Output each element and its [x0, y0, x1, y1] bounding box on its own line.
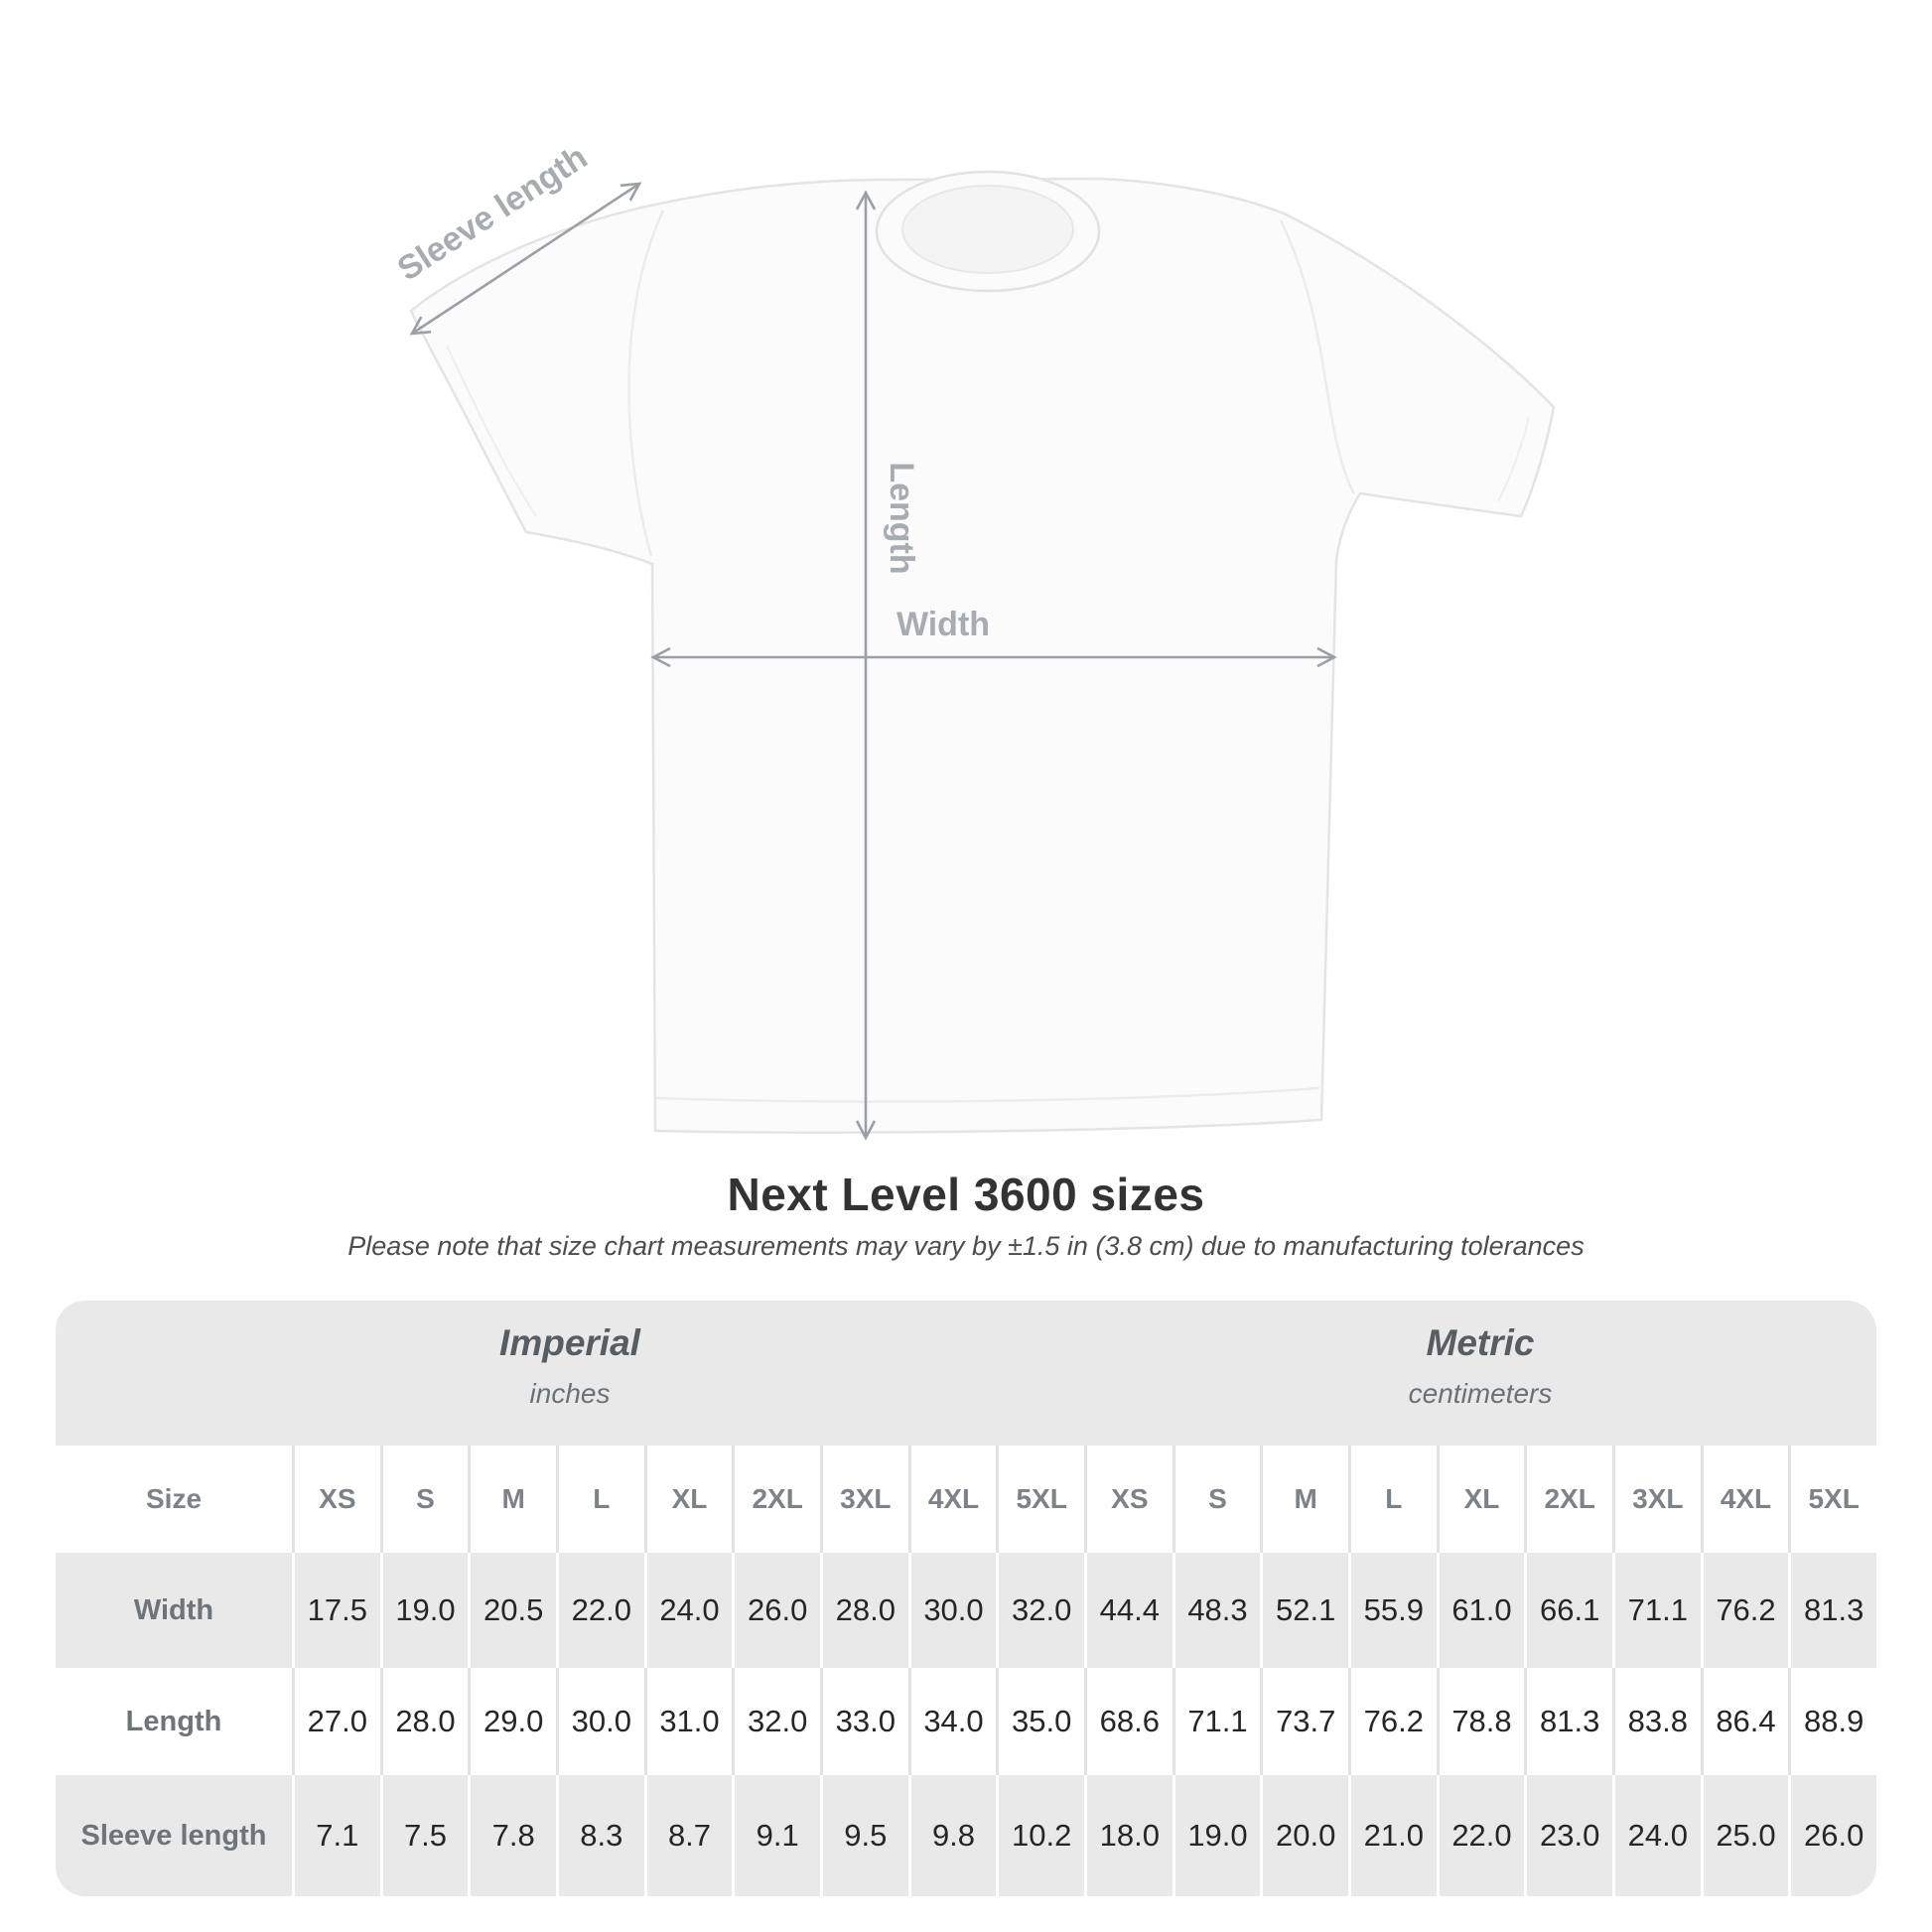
width-label: Width: [897, 606, 990, 643]
width-value: 61.0: [1439, 1553, 1525, 1668]
width-row: Width 17.5 19.0 20.5 22.0 24.0 26.0 28.0…: [56, 1553, 1876, 1668]
row-label-width: Width: [56, 1553, 292, 1668]
size-col: XL: [646, 1446, 733, 1553]
width-value: 20.5: [471, 1553, 556, 1668]
length-value: 88.9: [1791, 1668, 1876, 1775]
sleeve-value: 8.7: [646, 1775, 733, 1896]
width-value: 24.0: [646, 1553, 733, 1668]
width-value: 19.0: [382, 1553, 469, 1668]
length-value: 76.2: [1350, 1668, 1437, 1775]
length-value: 30.0: [558, 1668, 644, 1775]
width-value: 52.1: [1263, 1553, 1348, 1668]
size-col: 2XL: [735, 1446, 820, 1553]
width-value: 44.4: [1086, 1553, 1173, 1668]
size-col: S: [1174, 1446, 1261, 1553]
sleeve-value: 21.0: [1350, 1775, 1437, 1896]
width-value: 26.0: [735, 1553, 820, 1668]
size-col: L: [558, 1446, 644, 1553]
size-header-row: Size XS S M L XL 2XL 3XL 4XL 5XL XS S M …: [56, 1446, 1876, 1553]
size-column-header: Size: [56, 1446, 292, 1553]
sleeve-value: 9.1: [735, 1775, 820, 1896]
length-value: 29.0: [471, 1668, 556, 1775]
metric-label: Metric: [1426, 1322, 1535, 1363]
length-value: 27.0: [295, 1668, 380, 1775]
sleeve-value: 18.0: [1086, 1775, 1173, 1896]
size-col: 4XL: [1703, 1446, 1789, 1553]
length-value: 71.1: [1174, 1668, 1261, 1775]
size-col: XL: [1439, 1446, 1525, 1553]
size-col: XS: [1086, 1446, 1173, 1553]
length-label: Length: [883, 462, 920, 574]
size-col: M: [471, 1446, 556, 1553]
width-value: 32.0: [999, 1553, 1084, 1668]
metric-sublabel: centimeters: [1408, 1378, 1553, 1409]
size-col: M: [1263, 1446, 1348, 1553]
sleeve-value: 20.0: [1263, 1775, 1348, 1896]
page-title: Next Level 3600 sizes: [727, 1169, 1205, 1220]
length-value: 35.0: [999, 1668, 1084, 1775]
length-value: 33.0: [822, 1668, 908, 1775]
sleeve-value: 26.0: [1791, 1775, 1876, 1896]
size-col: XS: [295, 1446, 380, 1553]
imperial-group-header: Imperial inches: [499, 1322, 640, 1410]
size-table: Imperial inches Metric centimeters Size …: [56, 1301, 1876, 1896]
length-value: 31.0: [646, 1668, 733, 1775]
length-value: 81.3: [1527, 1668, 1612, 1775]
width-value: 55.9: [1350, 1553, 1437, 1668]
size-col: S: [382, 1446, 469, 1553]
length-value: 68.6: [1086, 1668, 1173, 1775]
sleeve-value: 7.5: [382, 1775, 469, 1896]
sleeve-value: 25.0: [1703, 1775, 1789, 1896]
sleeve-value: 7.1: [295, 1775, 380, 1896]
sleeve-length-arrow: [409, 182, 642, 336]
width-value: 76.2: [1703, 1553, 1789, 1668]
imperial-sublabel: inches: [529, 1378, 611, 1409]
tshirt-illustration: [409, 170, 1556, 1134]
size-col: 2XL: [1527, 1446, 1612, 1553]
length-row: Length 27.0 28.0 29.0 30.0 31.0 32.0 33.…: [56, 1668, 1876, 1775]
width-value: 22.0: [558, 1553, 644, 1668]
size-col: 5XL: [1791, 1446, 1876, 1553]
size-col: 3XL: [1614, 1446, 1701, 1553]
length-value: 78.8: [1439, 1668, 1525, 1775]
size-col: 5XL: [999, 1446, 1084, 1553]
size-col: L: [1350, 1446, 1437, 1553]
sleeve-value: 24.0: [1614, 1775, 1701, 1896]
width-value: 28.0: [822, 1553, 908, 1668]
metric-group-header: Metric centimeters: [1409, 1322, 1553, 1410]
sleeve-value: 10.2: [999, 1775, 1084, 1896]
imperial-label: Imperial: [499, 1322, 640, 1363]
length-value: 34.0: [910, 1668, 997, 1775]
width-value: 48.3: [1174, 1553, 1261, 1668]
length-value: 28.0: [382, 1668, 469, 1775]
size-col: 3XL: [822, 1446, 908, 1553]
sleeve-value: 23.0: [1527, 1775, 1612, 1896]
length-value: 73.7: [1263, 1668, 1348, 1775]
sleeve-value: 9.5: [822, 1775, 908, 1896]
sleeve-value: 22.0: [1439, 1775, 1525, 1896]
sleeve-value: 8.3: [558, 1775, 644, 1896]
row-label-length: Length: [56, 1668, 292, 1775]
row-label-sleeve-length: Sleeve length: [56, 1775, 292, 1896]
tolerance-note: Please note that size chart measurements…: [347, 1231, 1585, 1261]
sleeve-value: 7.8: [471, 1775, 556, 1896]
sleeve-length-row: Sleeve length 7.1 7.5 7.8 8.3 8.7 9.1 9.…: [56, 1775, 1876, 1896]
width-value: 30.0: [910, 1553, 997, 1668]
size-col: 4XL: [910, 1446, 997, 1553]
sleeve-value: 9.8: [910, 1775, 997, 1896]
width-value: 81.3: [1791, 1553, 1876, 1668]
sleeve-value: 19.0: [1174, 1775, 1261, 1896]
width-value: 17.5: [295, 1553, 380, 1668]
length-value: 83.8: [1614, 1668, 1701, 1775]
width-value: 71.1: [1614, 1553, 1701, 1668]
unit-header-band: Imperial inches Metric centimeters: [56, 1301, 1876, 1446]
length-value: 32.0: [735, 1668, 820, 1775]
length-value: 86.4: [1703, 1668, 1789, 1775]
width-value: 66.1: [1527, 1553, 1612, 1668]
tshirt-measurement-diagram: Sleeve length Length Width: [391, 138, 1556, 1141]
collar-inner: [901, 185, 1074, 274]
